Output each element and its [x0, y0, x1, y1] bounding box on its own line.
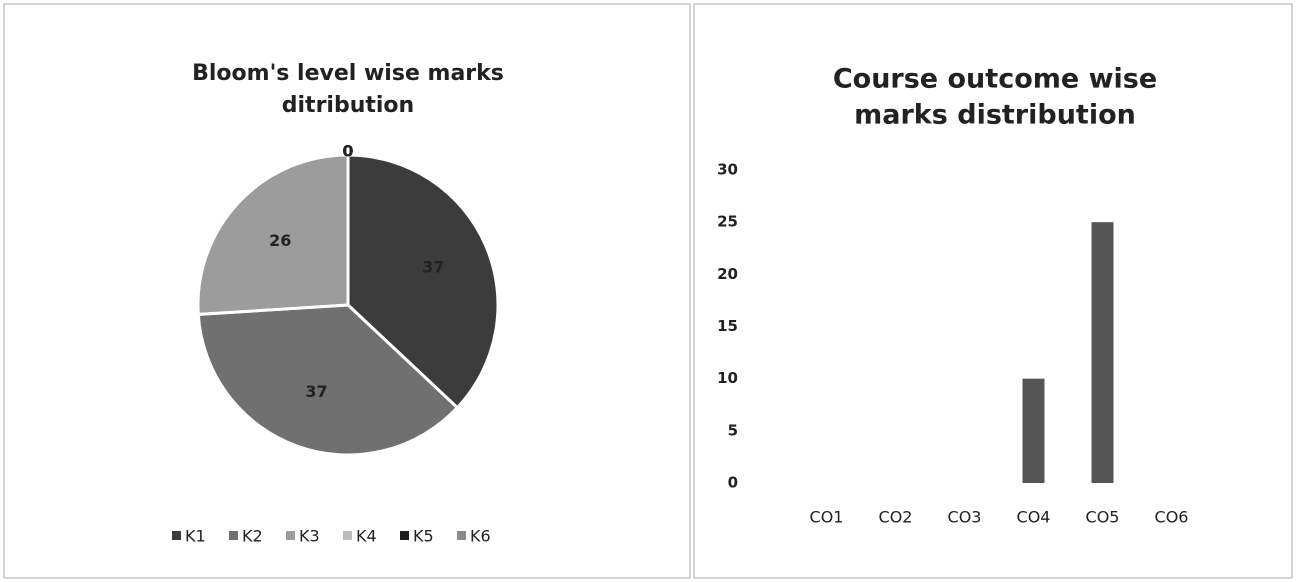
chart-title: marks distribution	[854, 100, 1136, 131]
x-tick-label: CO1	[810, 508, 844, 527]
legend-label: K6	[470, 527, 491, 546]
y-tick-label: 5	[728, 421, 738, 439]
legend-swatch	[457, 531, 466, 540]
bar	[1091, 222, 1114, 483]
data-label: 0	[342, 142, 353, 161]
x-tick-label: CO6	[1155, 508, 1189, 527]
data-label: 0	[342, 142, 353, 161]
x-tick-label: CO4	[1017, 508, 1051, 527]
legend-swatch	[400, 531, 409, 540]
legend-swatch	[286, 531, 295, 540]
legend-label: K3	[299, 527, 320, 546]
data-label: 0	[342, 142, 353, 161]
x-tick-label: CO5	[1086, 508, 1120, 527]
right-panel	[693, 3, 1293, 579]
bar	[1022, 378, 1045, 483]
y-tick-label: 30	[717, 161, 738, 179]
legend-swatch	[343, 531, 352, 540]
pie-slice	[346, 153, 500, 410]
y-tick-label: 15	[717, 317, 738, 335]
legend-label: K1	[185, 527, 206, 546]
chart-title: Course outcome wise	[833, 64, 1157, 95]
y-tick-label: 10	[717, 369, 738, 387]
x-tick-label: CO2	[879, 508, 913, 527]
data-label: 37	[422, 258, 444, 277]
legend-swatch	[172, 531, 181, 540]
pie-slice	[196, 153, 350, 317]
x-tick-label: CO3	[948, 508, 982, 527]
chart-title: ditribution	[282, 93, 414, 118]
y-tick-label: 25	[717, 213, 738, 231]
pie-slice	[196, 303, 460, 457]
legend-label: K4	[356, 527, 377, 546]
chart-title: Bloom's level wise marks	[192, 61, 504, 86]
left-panel	[3, 3, 691, 579]
data-label: 26	[269, 231, 291, 250]
y-tick-label: 0	[728, 474, 738, 492]
legend-label: K2	[242, 527, 263, 546]
y-tick-label: 20	[717, 265, 738, 283]
data-label: 37	[305, 382, 327, 401]
legend-swatch	[229, 531, 238, 540]
legend-label: K5	[413, 527, 434, 546]
